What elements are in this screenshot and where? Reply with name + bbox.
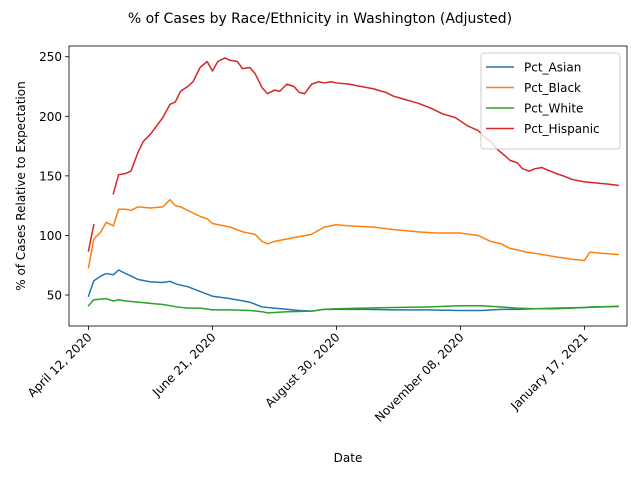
x-axis-label: Date [334, 451, 363, 465]
y-axis-label: % of Cases Relative to Expectation [14, 81, 28, 290]
x-tick-label: June 21, 2020 [149, 330, 219, 400]
series-line-pct-hispanic-segment-2 [112, 57, 619, 195]
legend-label-pct-white: Pct_White [524, 102, 583, 116]
legend-box [480, 52, 621, 150]
x-tick-label: January 17, 2021 [507, 330, 590, 413]
plot-area [68, 45, 628, 327]
y-tick-label: 100 [39, 229, 62, 243]
legend-label-pct-black: Pct_Black [524, 81, 581, 95]
series-line-pct-black [87, 198, 619, 269]
plot-frame [68, 45, 628, 327]
series-line-pct-hispanic-segment-1 [87, 223, 95, 252]
y-tick-label: 200 [39, 110, 62, 124]
y-tick-label: 150 [39, 169, 62, 183]
x-tick-label: April 12, 2020 [25, 330, 95, 400]
legend-label-pct-hispanic: Pct_Hispanic [524, 122, 600, 136]
series-line-pct-white [87, 297, 619, 314]
chart-title: % of Cases by Race/Ethnicity in Washingt… [128, 11, 512, 27]
legend-label-pct-asian: Pct_Asian [524, 61, 581, 75]
series-layer [87, 57, 619, 314]
y-tick-label: 50 [47, 289, 62, 303]
x-tick-label: November 08, 2020 [372, 330, 467, 425]
series-line-pct-asian [87, 269, 619, 312]
x-tick-label: August 30, 2020 [263, 330, 343, 410]
y-axis: 50 100 150 200 250 [39, 50, 69, 303]
x-axis: April 12, 2020 June 21, 2020 August 30, 20… [25, 326, 591, 425]
y-tick-label: 250 [39, 50, 62, 64]
legend: Pct_Asian Pct_Black Pct_White Pct_Hispanic [480, 52, 621, 150]
